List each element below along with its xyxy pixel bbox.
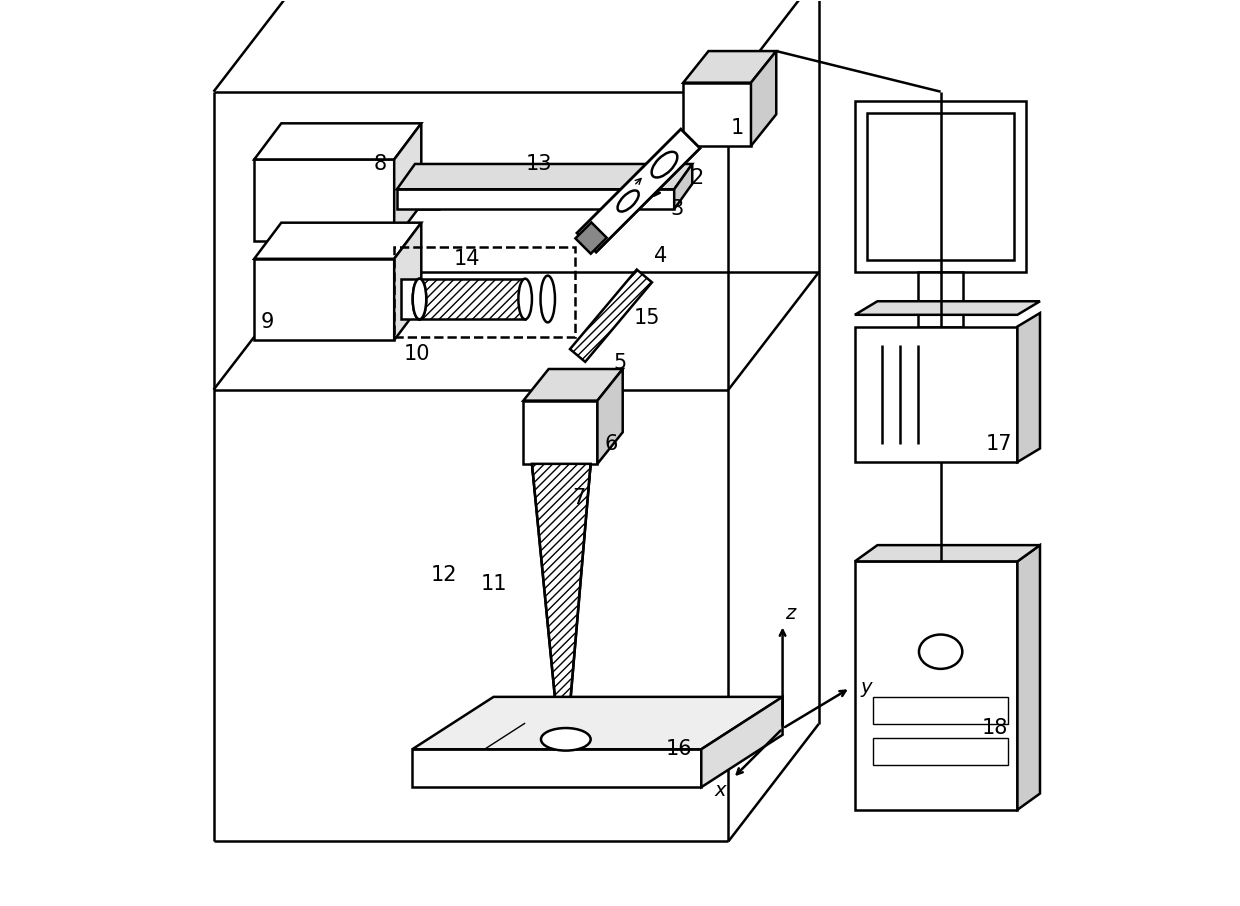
Bar [854, 562, 1017, 810]
Text: 5: 5 [614, 352, 626, 372]
Bar [412, 749, 702, 787]
Ellipse shape [652, 152, 677, 178]
Bar [417, 191, 439, 209]
Ellipse shape [518, 279, 532, 319]
Polygon shape [570, 270, 652, 361]
Text: x: x [714, 781, 725, 800]
Text: 15: 15 [634, 307, 661, 327]
Polygon shape [523, 369, 622, 400]
Text: 13: 13 [526, 154, 552, 174]
Polygon shape [1017, 313, 1040, 462]
Text: 18: 18 [982, 718, 1008, 738]
Bar [254, 259, 394, 340]
Text: 10: 10 [403, 343, 430, 363]
Text: y: y [861, 679, 872, 698]
Bar [868, 113, 1014, 260]
Bar [683, 82, 751, 146]
Ellipse shape [413, 279, 427, 319]
Bar [402, 279, 419, 319]
Text: 6: 6 [604, 434, 618, 454]
Text: 7: 7 [573, 488, 587, 508]
Polygon shape [854, 545, 1040, 562]
Ellipse shape [541, 275, 556, 323]
Polygon shape [532, 464, 590, 744]
Text: 3: 3 [671, 199, 683, 219]
Bar [419, 279, 526, 319]
Polygon shape [683, 51, 776, 82]
Polygon shape [394, 123, 422, 241]
Polygon shape [577, 129, 701, 252]
Bar [854, 101, 1027, 273]
Ellipse shape [413, 279, 427, 319]
Ellipse shape [541, 728, 590, 750]
Polygon shape [1017, 545, 1040, 810]
Polygon shape [702, 697, 782, 787]
Polygon shape [751, 51, 776, 146]
Text: 8: 8 [374, 154, 387, 174]
Polygon shape [254, 123, 422, 159]
Bar [873, 737, 1008, 765]
Polygon shape [397, 164, 692, 189]
Bar [918, 273, 963, 326]
Polygon shape [394, 223, 422, 340]
Ellipse shape [919, 634, 962, 669]
Polygon shape [254, 223, 422, 259]
Ellipse shape [618, 190, 639, 212]
Polygon shape [598, 369, 622, 464]
Polygon shape [675, 164, 692, 209]
Bar [523, 400, 598, 464]
Text: 17: 17 [986, 434, 1013, 454]
Bar [254, 159, 394, 241]
Polygon shape [854, 302, 1040, 314]
Polygon shape [575, 222, 606, 254]
Text: 4: 4 [653, 246, 667, 266]
Text: 9: 9 [262, 312, 274, 332]
Text: z: z [785, 604, 795, 623]
Bar [854, 326, 1017, 462]
Text: 11: 11 [480, 574, 507, 594]
Text: 2: 2 [691, 168, 703, 188]
Bar [397, 189, 675, 209]
Polygon shape [412, 697, 782, 749]
Text: 14: 14 [453, 249, 480, 269]
Bar [873, 697, 1008, 724]
Text: 16: 16 [666, 739, 692, 759]
Text: 1: 1 [730, 118, 744, 138]
Text: 12: 12 [430, 565, 458, 585]
Bar [394, 247, 575, 337]
